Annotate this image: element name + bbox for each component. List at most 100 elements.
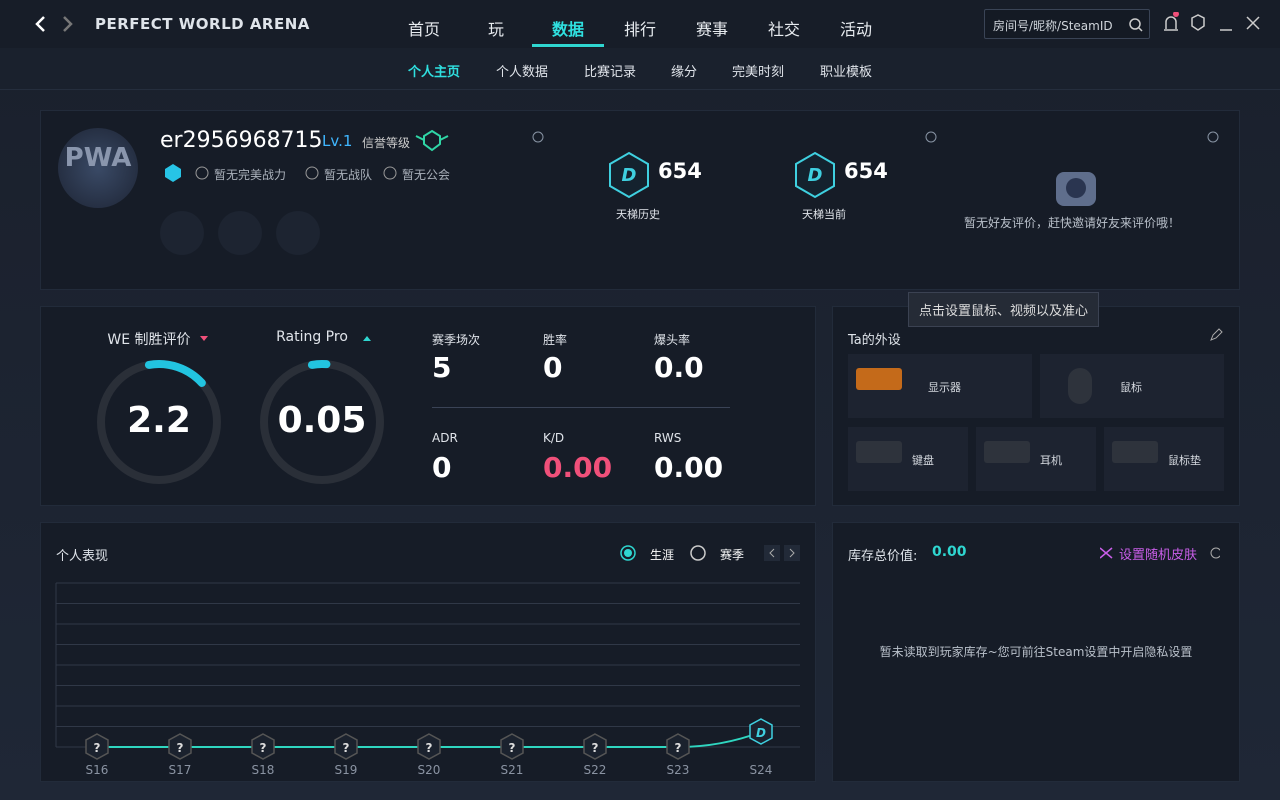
subnav-item[interactable]: 职业模板 <box>819 65 872 80</box>
sub-bar <box>0 48 1280 90</box>
subnav-item[interactable]: 比赛记录 <box>583 65 636 80</box>
dot <box>532 131 544 143</box>
rank-badge: D <box>795 151 835 199</box>
ladder-label: 天梯当前 <box>802 208 846 221</box>
performance-chart: ? S16? S17? S18? S19? S20? S21? S22? S23 D S24 <box>55 582 800 777</box>
season-badge <box>500 733 524 760</box>
season-label: S21 <box>501 763 524 777</box>
trend <box>200 336 208 341</box>
trend-icon <box>363 336 371 341</box>
gear-label: 显示器 <box>928 381 961 394</box>
rank-letter: D <box>622 165 637 186</box>
search-box[interactable]: 房间号/昵称/SteamID <box>984 9 1150 39</box>
skin-icons <box>1100 547 1220 559</box>
performance-title: 个人表现 <box>56 549 109 564</box>
option-label[interactable]: 生涯 <box>650 548 675 562</box>
rank-letter: D <box>808 165 823 186</box>
nav-item[interactable]: 社交 <box>767 20 800 39</box>
add-slot[interactable] <box>160 211 204 255</box>
friend-review: 暂无好友评价，赶快邀请好友来评价哦！ <box>964 216 1181 230</box>
app-title: PERFECT WORLD ARENA <box>95 15 310 33</box>
info-icon <box>532 131 544 143</box>
subnav-item[interactable]: 完美时刻 <box>731 65 784 80</box>
add-slot[interactable] <box>218 211 262 255</box>
season-badge <box>85 733 109 760</box>
nav-item[interactable]: 活动 <box>839 20 872 39</box>
rating-value: 2.2 <box>127 400 191 441</box>
radio-dot <box>624 549 632 557</box>
add-slot[interactable] <box>276 211 320 255</box>
rating-label: Rating Pro <box>276 329 348 345</box>
season-rank: ? <box>260 741 267 755</box>
season-label: S17 <box>169 763 192 777</box>
rating-value: 0.05 <box>277 400 367 441</box>
nav-item[interactable]: 首页 <box>407 20 440 39</box>
gear-image <box>1068 368 1092 404</box>
stat-value: 0.0 <box>654 351 704 384</box>
badge-icon <box>195 166 209 180</box>
ladder-value: 654 <box>844 159 888 183</box>
stat-value: 0.00 <box>543 451 613 484</box>
stat-label: 赛季场次 <box>432 333 481 347</box>
season-label: S18 <box>252 763 275 777</box>
trend-icon <box>200 336 208 341</box>
avatar: PWA <box>58 128 138 208</box>
rating-ring <box>260 360 384 484</box>
stat-label: 胜率 <box>543 333 568 347</box>
search-icon <box>1129 18 1143 32</box>
edit-icon[interactable] <box>1208 327 1224 343</box>
season-rank: ? <box>94 741 101 755</box>
subnav-item[interactable]: 个人数据 <box>495 65 548 80</box>
search-placeholder: 房间号/昵称/SteamID <box>993 19 1113 33</box>
ring-arc <box>97 360 221 484</box>
ring-arc <box>260 360 384 484</box>
season-badge <box>168 733 192 760</box>
trend-line <box>97 731 762 748</box>
inventory-label: 库存总价值: <box>848 549 918 564</box>
window-controls[interactable] <box>1160 12 1270 38</box>
stat-value: 0 <box>543 351 563 384</box>
badge-icon <box>305 166 319 180</box>
season-badge <box>583 733 607 760</box>
nav-item[interactable]: 玩 <box>487 20 504 39</box>
season-label: S20 <box>418 763 441 777</box>
option-label[interactable]: 赛季 <box>720 548 745 562</box>
season-label: S16 <box>86 763 109 777</box>
inventory-panel <box>832 522 1240 782</box>
nav-item[interactable]: 赛事 <box>695 20 728 39</box>
gear-image <box>856 441 902 463</box>
stat-label: ADR <box>432 431 458 445</box>
pager[interactable] <box>764 545 802 561</box>
subnav-item[interactable]: 个人主页 <box>407 65 460 80</box>
badge: 暂无完美战力 <box>214 168 287 182</box>
stats-panel <box>40 306 816 506</box>
tooltip: 点击设置鼠标、视频以及准心 <box>908 292 1100 327</box>
back-forward[interactable] <box>32 14 76 34</box>
nav-item[interactable]: 数据 <box>551 20 584 39</box>
gear-label: 鼠标 <box>1120 381 1142 394</box>
profile-panel <box>40 110 1240 290</box>
season-badge <box>251 733 275 760</box>
season-badge <box>666 733 690 760</box>
season-badge <box>417 733 441 760</box>
gear-label: 键盘 <box>912 454 934 467</box>
season-rank: ? <box>592 741 599 755</box>
season-label: S24 <box>750 763 773 777</box>
dot <box>925 131 937 143</box>
username: er2956968715 <box>160 128 323 153</box>
subnav-item[interactable]: 缘分 <box>670 65 697 80</box>
credit-icon <box>415 129 449 152</box>
season-badge <box>749 718 773 745</box>
dot <box>1207 131 1219 143</box>
stat-label: K/D <box>543 431 565 445</box>
gear-image <box>1112 441 1158 463</box>
nav-item[interactable]: 排行 <box>623 20 656 39</box>
inventory-value: 0.00 <box>932 544 967 560</box>
season-label: S19 <box>335 763 358 777</box>
stat-value: 0.00 <box>654 451 724 484</box>
season-label: S23 <box>667 763 690 777</box>
credit-label: 信誉等级 <box>362 136 411 150</box>
ladder-label: 天梯历史 <box>616 208 660 221</box>
random-skin[interactable]: 设置随机皮肤 <box>1119 548 1198 563</box>
badge-dot <box>195 166 209 180</box>
